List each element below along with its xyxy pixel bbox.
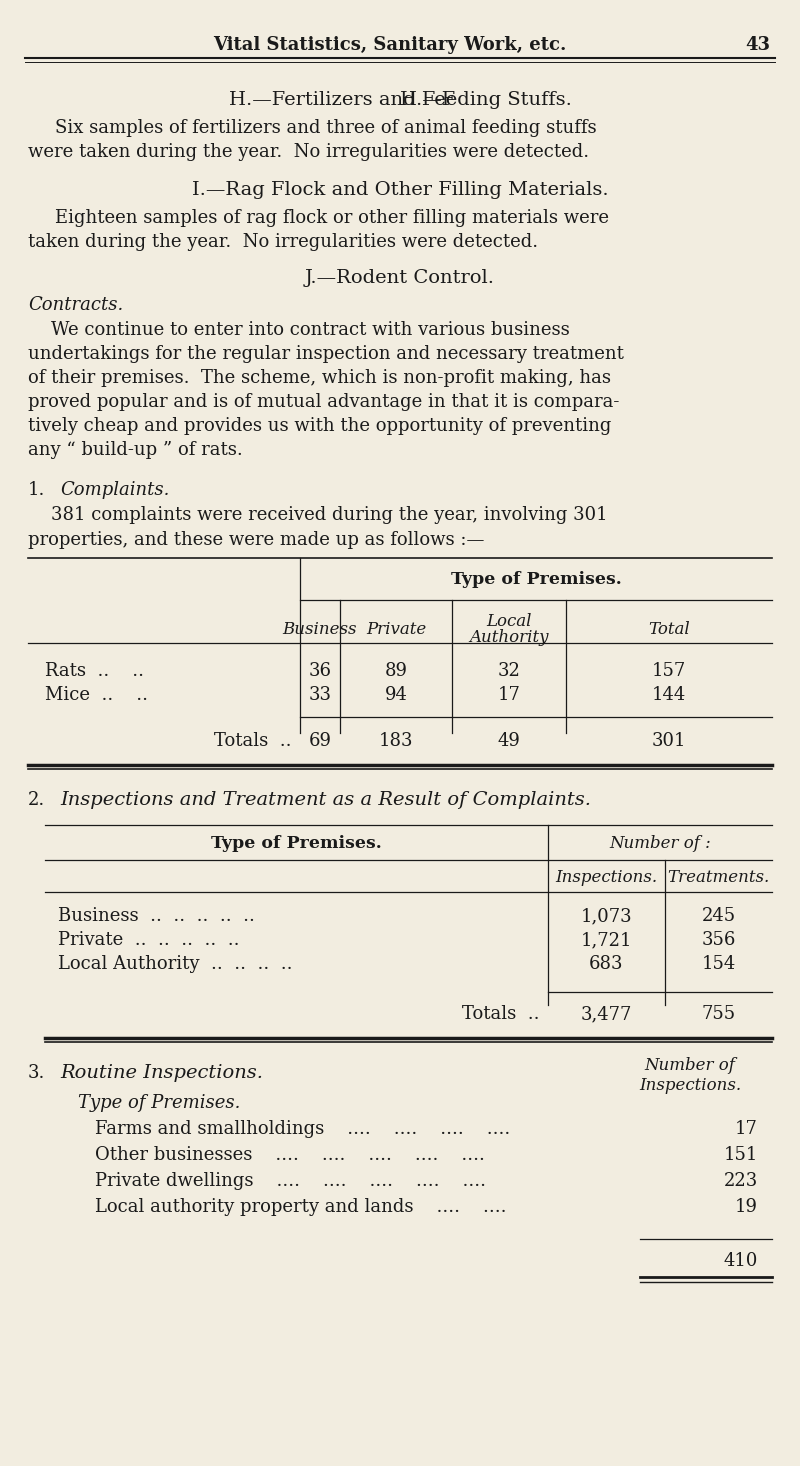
Text: proved popular and is of mutual advantage in that it is compara-: proved popular and is of mutual advantag…	[28, 393, 619, 410]
Text: H.—Fertilizers and Feeding Stuffs.: H.—Fertilizers and Feeding Stuffs.	[229, 91, 571, 108]
Text: 151: 151	[724, 1146, 758, 1164]
Text: 89: 89	[385, 663, 407, 680]
Text: Routine Inspections.: Routine Inspections.	[60, 1064, 263, 1082]
Text: 381 complaints were received during the year, involving 301: 381 complaints were received during the …	[28, 506, 608, 523]
Text: Complaints.: Complaints.	[60, 481, 170, 498]
Text: We continue to enter into contract with various business: We continue to enter into contract with …	[28, 321, 570, 339]
Text: 1,073: 1,073	[581, 907, 632, 925]
Text: Number of :: Number of :	[609, 834, 711, 852]
Text: Totals  ..: Totals ..	[214, 732, 292, 751]
Text: 49: 49	[498, 732, 521, 751]
Text: 245: 245	[702, 907, 735, 925]
Text: Inspections.: Inspections.	[639, 1076, 741, 1094]
Text: of their premises.  The scheme, which is non-profit making, has: of their premises. The scheme, which is …	[28, 369, 611, 387]
Text: 69: 69	[309, 732, 331, 751]
Text: Local authority property and lands    ....    ....: Local authority property and lands .... …	[95, 1198, 506, 1215]
Text: Local: Local	[486, 613, 532, 630]
Text: 356: 356	[702, 931, 736, 949]
Text: properties, and these were made up as follows :—: properties, and these were made up as fo…	[28, 531, 484, 548]
Text: Business  ..  ..  ..  ..  ..: Business .. .. .. .. ..	[58, 907, 255, 925]
Text: 1,721: 1,721	[581, 931, 632, 949]
Text: 410: 410	[724, 1252, 758, 1270]
Text: J.—Rodent Control.: J.—Rodent Control.	[305, 268, 495, 287]
Text: 144: 144	[652, 686, 686, 704]
Text: 755: 755	[702, 1006, 735, 1023]
Text: 3,477: 3,477	[581, 1006, 632, 1023]
Text: Authority: Authority	[470, 629, 549, 647]
Text: 2.: 2.	[28, 792, 46, 809]
Text: Vital Statistics, Sanitary Work, etc.: Vital Statistics, Sanitary Work, etc.	[214, 37, 566, 54]
Text: 3.: 3.	[28, 1064, 46, 1082]
Text: Farms and smallholdings    ....    ....    ....    ....: Farms and smallholdings .... .... .... .…	[95, 1120, 510, 1138]
Text: Inspections.: Inspections.	[555, 869, 658, 887]
Text: Private: Private	[366, 622, 426, 639]
Text: 301: 301	[652, 732, 686, 751]
Text: Number of: Number of	[645, 1057, 735, 1073]
Text: 683: 683	[590, 954, 624, 973]
Text: Eighteen samples of rag flock or other filling materials were: Eighteen samples of rag flock or other f…	[55, 210, 609, 227]
Text: 36: 36	[309, 663, 331, 680]
Text: 33: 33	[309, 686, 331, 704]
Text: Total: Total	[648, 622, 690, 639]
Text: 183: 183	[378, 732, 414, 751]
Text: Six samples of fertilizers and three of animal feeding stuffs: Six samples of fertilizers and three of …	[55, 119, 597, 136]
Text: 94: 94	[385, 686, 407, 704]
Text: Totals  ..: Totals ..	[462, 1006, 540, 1023]
Text: 32: 32	[498, 663, 521, 680]
Text: Type of Premises.: Type of Premises.	[78, 1094, 240, 1113]
Text: Other businesses    ....    ....    ....    ....    ....: Other businesses .... .... .... .... ...…	[95, 1146, 485, 1164]
Text: Rats  ..    ..: Rats .. ..	[45, 663, 144, 680]
Text: 223: 223	[724, 1171, 758, 1190]
Text: any “ build-up ” of rats.: any “ build-up ” of rats.	[28, 441, 242, 459]
Text: 17: 17	[735, 1120, 758, 1138]
Text: tively cheap and provides us with the opportunity of preventing: tively cheap and provides us with the op…	[28, 416, 611, 435]
Text: I.—Rag Flock and Other Filling Materials.: I.—Rag Flock and Other Filling Materials…	[192, 180, 608, 199]
Text: Local Authority  ..  ..  ..  ..: Local Authority .. .. .. ..	[58, 954, 293, 973]
Text: Private dwellings    ....    ....    ....    ....    ....: Private dwellings .... .... .... .... ..…	[95, 1171, 486, 1190]
Text: H.—F: H.—F	[400, 91, 456, 108]
Text: were taken during the year.  No irregularities were detected.: were taken during the year. No irregular…	[28, 144, 589, 161]
Text: Type of Premises.: Type of Premises.	[211, 834, 382, 852]
Text: Type of Premises.: Type of Premises.	[450, 572, 622, 588]
Text: Treatments.: Treatments.	[667, 869, 770, 887]
Text: 1.: 1.	[28, 481, 46, 498]
Text: 154: 154	[702, 954, 736, 973]
Text: 19: 19	[735, 1198, 758, 1215]
Text: Inspections and Treatment as a Result of Complaints.: Inspections and Treatment as a Result of…	[60, 792, 591, 809]
Text: taken during the year.  No irregularities were detected.: taken during the year. No irregularities…	[28, 233, 538, 251]
Text: Private  ..  ..  ..  ..  ..: Private .. .. .. .. ..	[58, 931, 239, 949]
Text: Business: Business	[282, 622, 358, 639]
Text: 43: 43	[746, 37, 770, 54]
Text: 157: 157	[652, 663, 686, 680]
Text: Mice  ..    ..: Mice .. ..	[45, 686, 148, 704]
Text: 17: 17	[498, 686, 521, 704]
Text: undertakings for the regular inspection and necessary treatment: undertakings for the regular inspection …	[28, 345, 624, 364]
Text: Contracts.: Contracts.	[28, 296, 123, 314]
